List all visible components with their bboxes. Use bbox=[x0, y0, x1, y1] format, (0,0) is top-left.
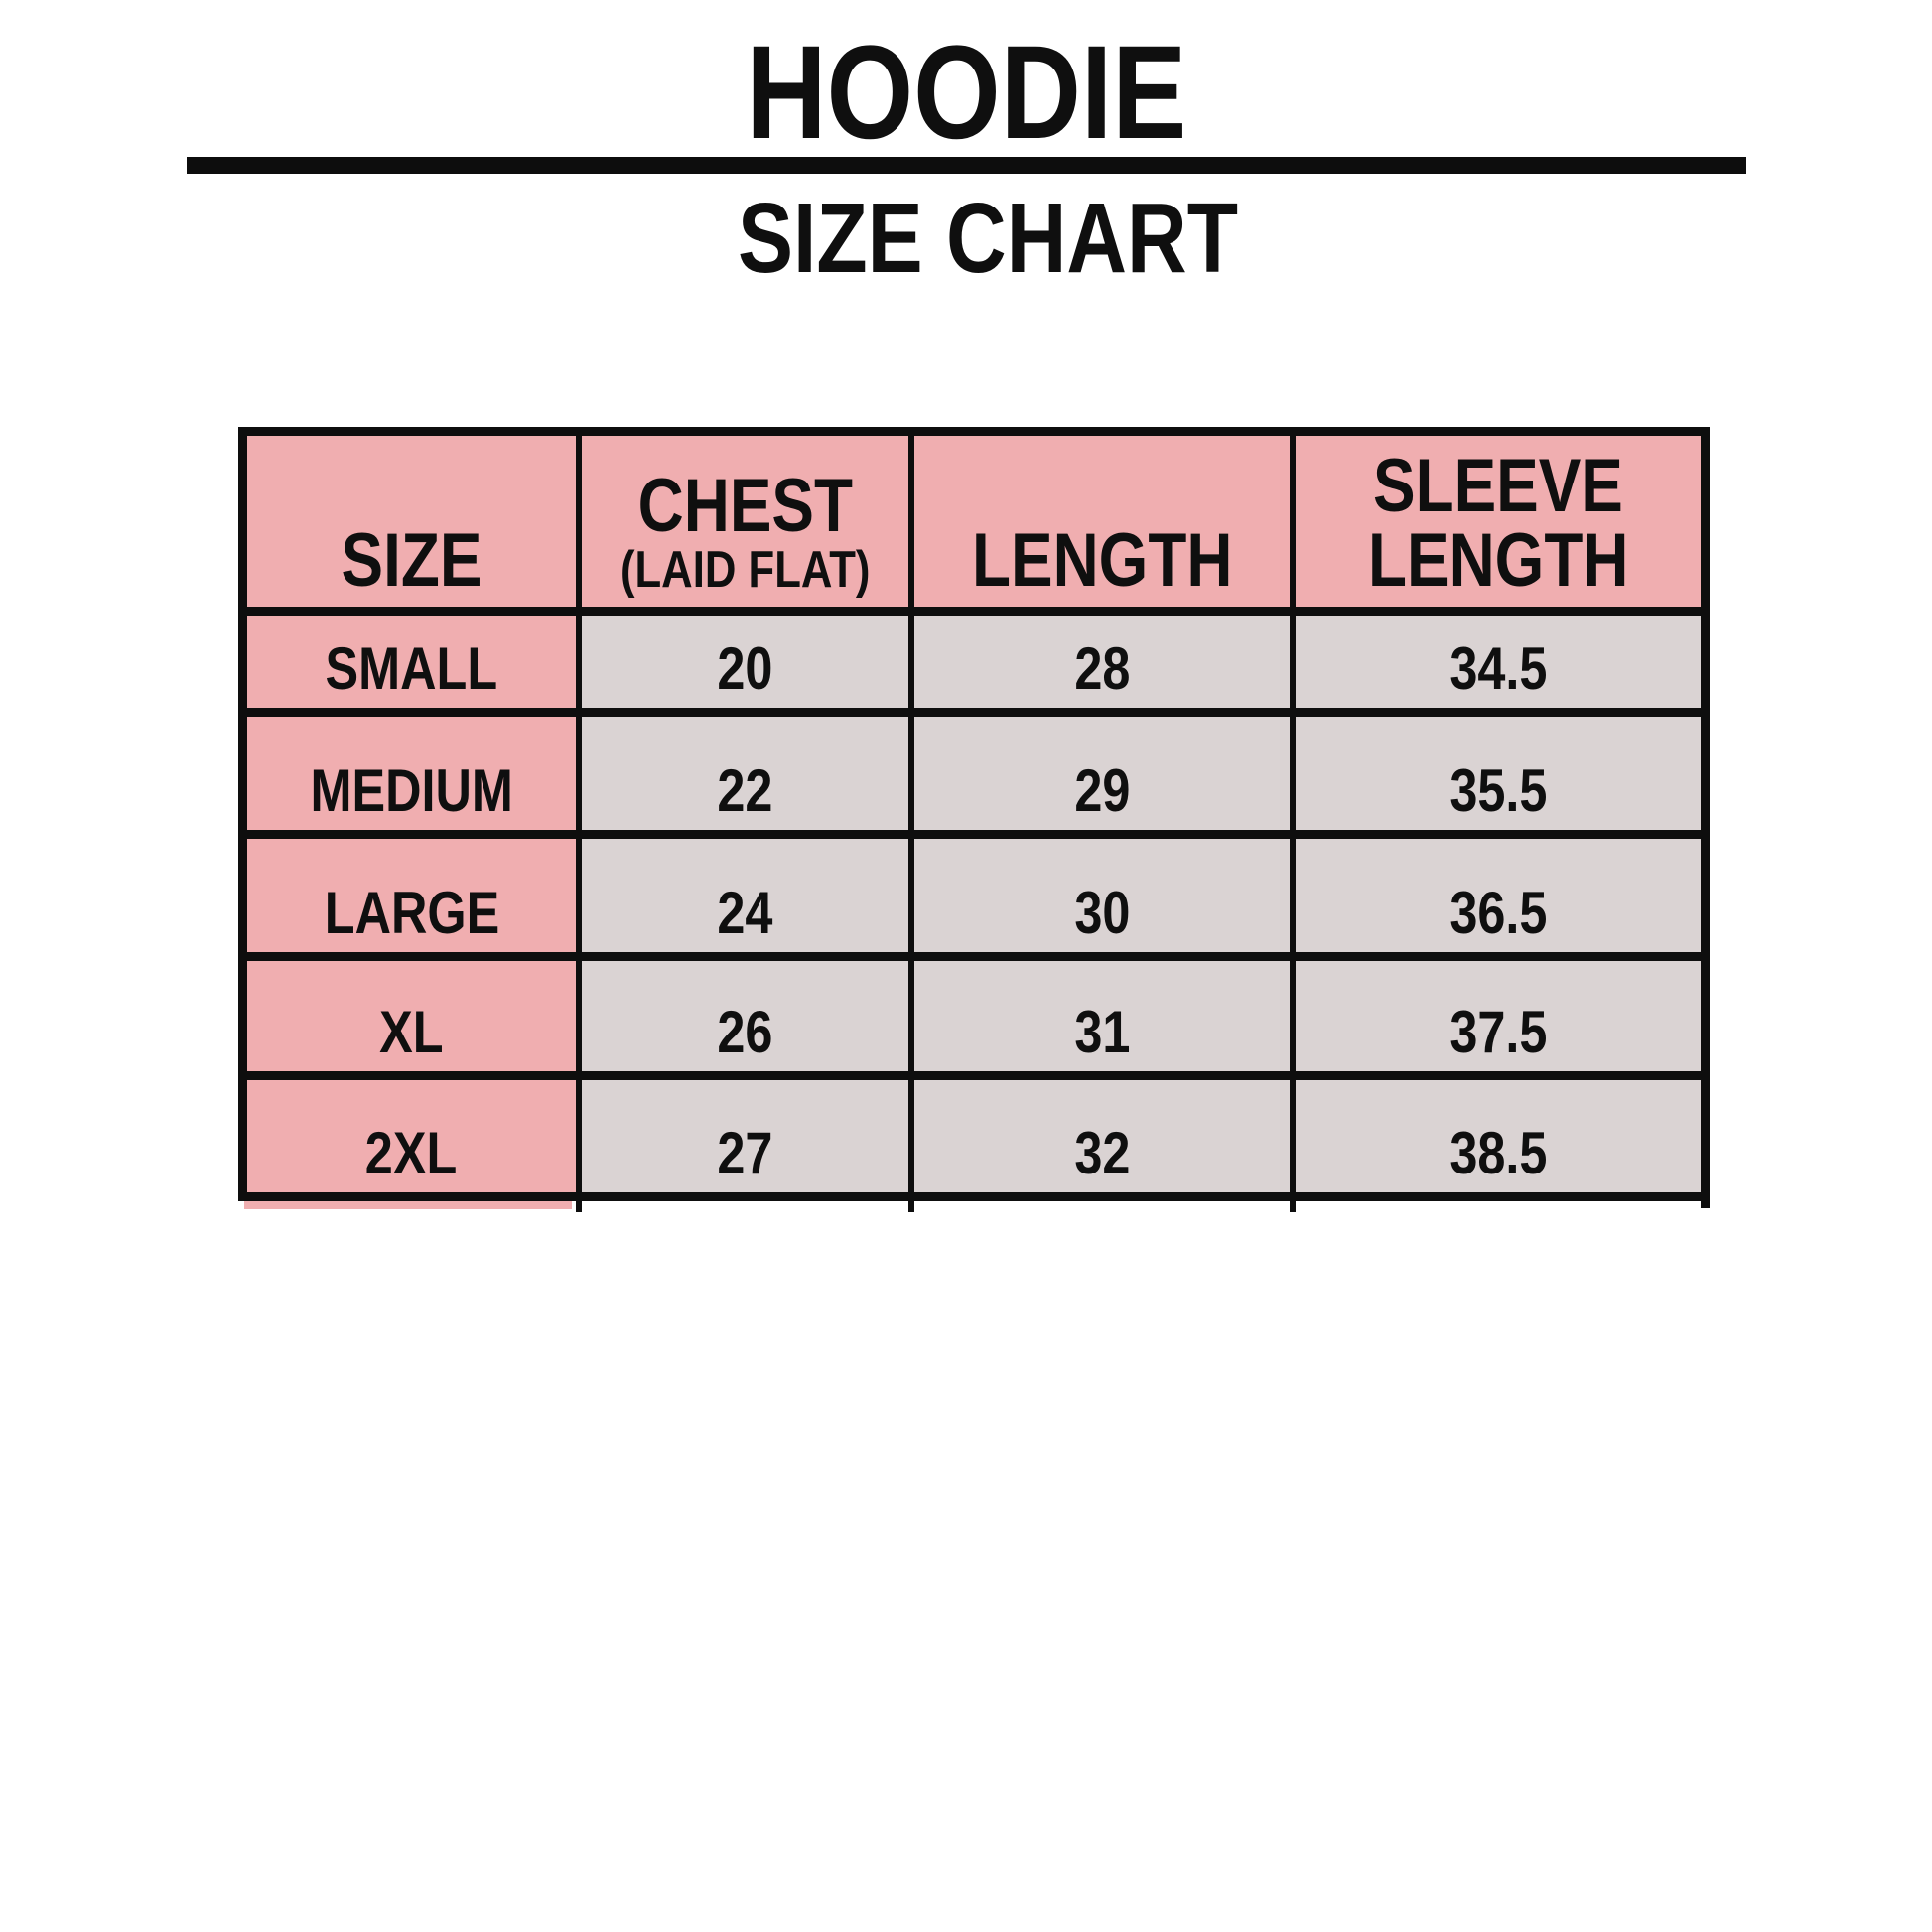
header-size: SIZE bbox=[247, 436, 576, 607]
title-divider bbox=[187, 157, 1746, 174]
cutoff-border-stub bbox=[1701, 1201, 1710, 1208]
row-large-size: LARGE bbox=[247, 839, 576, 952]
row-medium-sleeve: 35.5 bbox=[1296, 717, 1701, 830]
row-xl-length: 31 bbox=[914, 961, 1290, 1071]
row-small-length: 28 bbox=[914, 616, 1290, 708]
row-xl-sleeve: 37.5 bbox=[1296, 961, 1701, 1071]
header-chest: CHEST (LAID FLAT) bbox=[582, 436, 908, 607]
page-subtitle: SIZE CHART bbox=[22, 189, 1932, 288]
header-sleeve-length: SLEEVE LENGTH bbox=[1296, 436, 1701, 607]
page-subtitle-text: SIZE CHART bbox=[738, 183, 1238, 294]
row-2xl-size: 2XL bbox=[247, 1080, 576, 1192]
header-length: LENGTH bbox=[914, 436, 1290, 607]
row-large-length: 30 bbox=[914, 839, 1290, 952]
header-chest-sublabel: (LAID FLAT) bbox=[620, 541, 871, 600]
cutoff-border-stub bbox=[576, 1201, 582, 1212]
row-medium-size: MEDIUM bbox=[247, 717, 576, 830]
cutoff-border-stub bbox=[1290, 1201, 1296, 1212]
row-large-sleeve: 36.5 bbox=[1296, 839, 1701, 952]
row-2xl-chest: 27 bbox=[582, 1080, 908, 1192]
row-medium-length: 29 bbox=[914, 717, 1290, 830]
page-title: HOODIE bbox=[0, 27, 1932, 160]
row-small-size: SMALL bbox=[247, 616, 576, 708]
header-sleeve-label-line1: SLEEVE bbox=[1373, 444, 1623, 529]
header-sleeve-label-line2: LENGTH bbox=[1367, 517, 1629, 603]
header-size-label: SIZE bbox=[341, 517, 483, 603]
header-length-label: LENGTH bbox=[971, 517, 1233, 603]
row-large-chest: 24 bbox=[582, 839, 908, 952]
row-2xl-length: 32 bbox=[914, 1080, 1290, 1192]
row-small-sleeve: 34.5 bbox=[1296, 616, 1701, 708]
cutoff-border-stub bbox=[908, 1201, 914, 1212]
row-medium-chest: 22 bbox=[582, 717, 908, 830]
row-xl-chest: 26 bbox=[582, 961, 908, 1071]
page-title-text: HOODIE bbox=[745, 19, 1187, 167]
row-small-chest: 20 bbox=[582, 616, 908, 708]
header-chest-label: CHEST bbox=[637, 463, 853, 548]
row-xl-size: XL bbox=[247, 961, 576, 1071]
size-table: SIZE CHEST (LAID FLAT) LENGTH SLEEVE LEN… bbox=[238, 427, 1710, 1201]
cutoff-row-sliver bbox=[244, 1201, 572, 1209]
row-2xl-sleeve: 38.5 bbox=[1296, 1080, 1701, 1192]
